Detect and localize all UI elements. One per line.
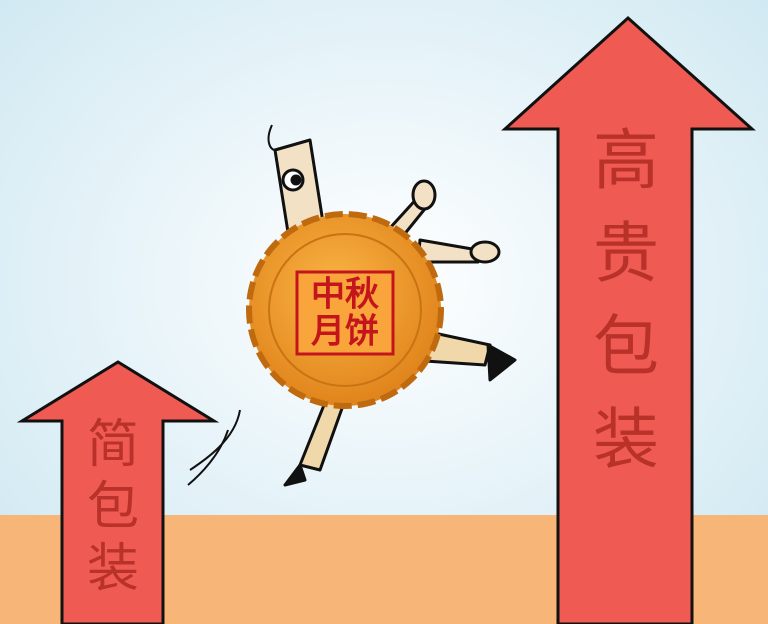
arrow-label: 简 <box>87 415 139 475</box>
illustration: 简 包 装 高 贵 包 装 中秋 月饼 <box>0 0 768 624</box>
arrow-label: 装 <box>87 539 139 599</box>
arrow-label: 装 <box>593 401 659 478</box>
mooncake: 中秋 月饼 <box>249 214 441 406</box>
arrow-label: 包 <box>593 308 659 385</box>
mooncake-label: 中秋 <box>311 275 379 315</box>
mooncake-label: 月饼 <box>311 312 379 352</box>
arrow-label: 贵 <box>593 215 659 292</box>
arrow-label: 包 <box>87 477 139 537</box>
arrow-label: 高 <box>593 122 659 199</box>
page: 简 包 装 高 贵 包 装 中秋 月饼 (() => { const data … <box>0 0 768 624</box>
